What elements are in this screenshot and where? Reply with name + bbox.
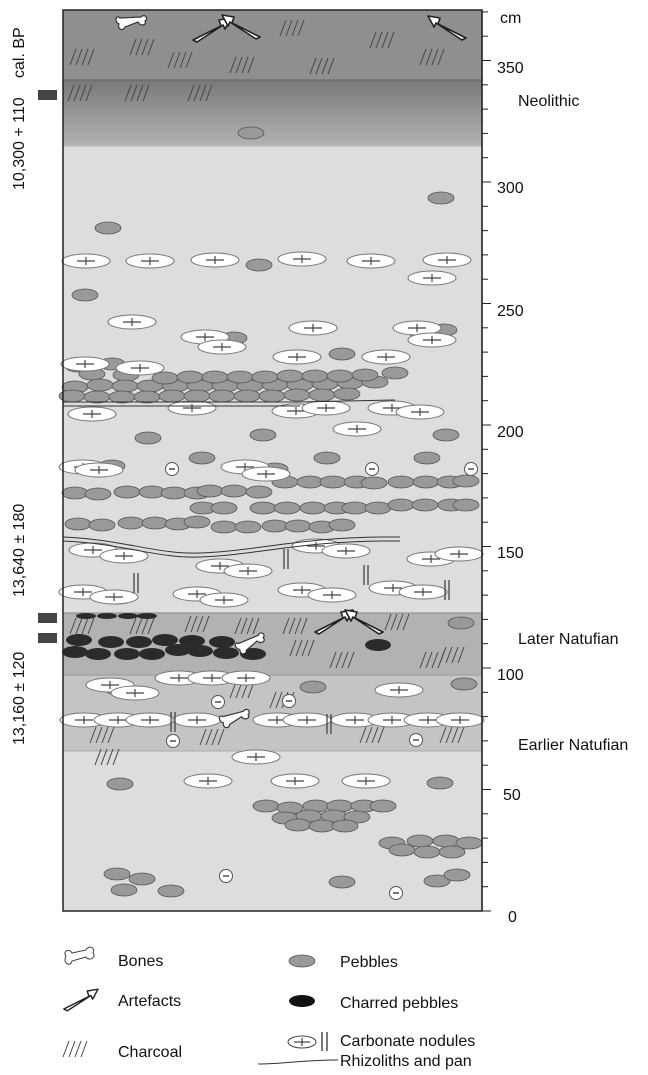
legend-label-rhizoliths-pan: Rhizoliths and pan xyxy=(340,1053,472,1070)
date-later-natufian: 13,640 ± 180 xyxy=(11,504,28,597)
legend-charred-pebbles: Charred pebbles xyxy=(289,995,458,1012)
legend-label-carbonate: Carbonate nodules xyxy=(340,1033,475,1050)
legend-label-bones: Bones xyxy=(118,953,163,970)
axis-unit: cm xyxy=(500,10,521,27)
layer-labels: Neolithic Later Natufian Earlier Natufia… xyxy=(518,93,628,754)
date-earlier-natufian: 13,160 ± 120 xyxy=(11,652,28,745)
dates-header: cal. BP xyxy=(11,27,28,78)
legend-label-artefacts: Artefacts xyxy=(118,993,181,1010)
legend: Bones Pebbles Artefacts Charred pebbles … xyxy=(62,946,475,1070)
date-marker-earlier-natufian xyxy=(38,633,57,643)
later-natufian-layer xyxy=(63,613,482,675)
legend-bones: Bones xyxy=(64,946,163,970)
tick-label-300: 300 xyxy=(497,180,524,197)
tick-label-350: 350 xyxy=(497,60,524,77)
layer-label-earlier-natufian: Earlier Natufian xyxy=(518,737,628,754)
date-marker-neolithic xyxy=(38,90,57,100)
legend-pebbles: Pebbles xyxy=(288,954,398,971)
legend-artefacts: Artefacts xyxy=(63,988,181,1012)
tick-label-250: 250 xyxy=(497,303,524,320)
legend-carbonate: Carbonate nodules xyxy=(287,1032,475,1051)
pan-lines xyxy=(62,399,401,558)
tick-label-200: 200 xyxy=(497,424,524,441)
tick-label-100: 100 xyxy=(497,667,524,684)
tick-label-50: 50 xyxy=(503,787,521,804)
dates-column: cal. BP 10,300 + 110 13,640 ± 180 13,160… xyxy=(11,27,57,745)
date-marker-later-natufian xyxy=(38,613,57,623)
legend-label-charcoal: Charcoal xyxy=(118,1044,182,1061)
layer-label-neolithic: Neolithic xyxy=(518,93,579,110)
legend-label-pebbles: Pebbles xyxy=(340,954,398,971)
layer-label-later-natufian: Later Natufian xyxy=(518,631,619,648)
tick-label-150: 150 xyxy=(497,545,524,562)
charred-pebbles xyxy=(62,613,391,660)
legend-label-charred-pebbles: Charred pebbles xyxy=(340,995,458,1012)
depth-axis: cm 350 300 250 200 150 100 50 0 xyxy=(481,10,524,926)
tick-label-0: 0 xyxy=(508,909,517,926)
date-neolithic: 10,300 + 110 xyxy=(11,97,28,190)
legend-rhizoliths-pan: Rhizoliths and pan xyxy=(257,1053,472,1070)
neolithic-layer xyxy=(63,80,482,146)
legend-charcoal: Charcoal xyxy=(62,1040,182,1061)
